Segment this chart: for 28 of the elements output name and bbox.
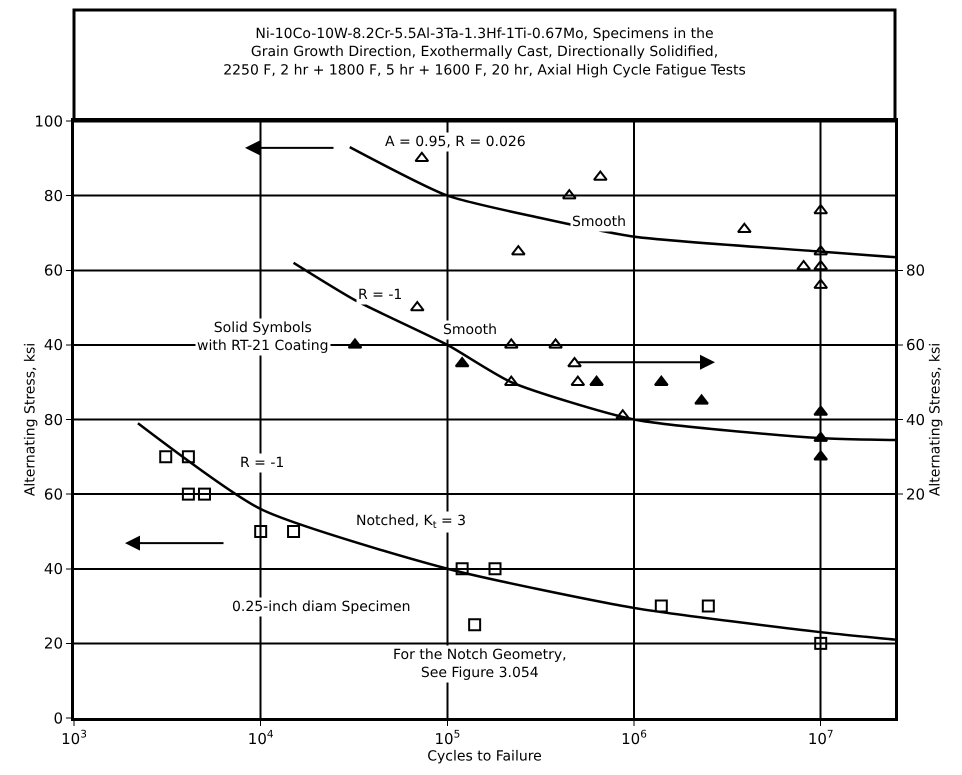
annotation: Smooth <box>443 322 498 338</box>
annotation: 0.25-inch diam Specimen <box>232 599 411 615</box>
annotation: For the Notch Geometry, See Figure 3.054 <box>393 647 567 682</box>
x-tick-label: 10$^{7}$ <box>808 728 834 748</box>
y3-tick-label: 100 <box>34 112 63 130</box>
y-tick-label: 0 <box>53 709 63 728</box>
y2-tick-label: 80 <box>906 262 926 280</box>
annotation: R = -1 <box>240 455 284 471</box>
annotation: Smooth <box>572 214 626 230</box>
y-tick-label: 60 <box>44 485 63 504</box>
y2-axis-title: Alternating Stress, ksi <box>927 342 944 496</box>
x-tick-label: 10$^{4}$ <box>248 728 274 748</box>
chart-title: Ni-10Co-10W-8.2Cr-5.5Al-3Ta-1.3Hf-1Ti-0.67Mo, Specimens in the Grain Growth Direction, Exothermally Cast, Directionally Solidified, 2250 F, 2 hr + 1800 F, 5 hr + 1600 F, 20 hr, Axial High Cycle Fatigue Tests <box>223 26 746 78</box>
y-tick-label: 80 <box>44 410 63 429</box>
annotation: R = -1 <box>358 287 402 303</box>
y2-tick-label: 60 <box>906 336 926 354</box>
y-tick-label: 20 <box>44 634 63 653</box>
annotation: Solid Symbols with RT-21 Coating <box>197 320 329 354</box>
x-tick-label: 10$^{5}$ <box>434 728 460 748</box>
y2-tick-label: 20 <box>906 485 926 504</box>
annotation: Notched, K$_{t}$ = 3 <box>356 513 466 531</box>
annotation: A = 0.95, R = 0.026 <box>385 134 526 150</box>
y2-tick-label: 40 <box>906 410 926 429</box>
x-tick-label: 10$^{3}$ <box>61 728 87 748</box>
y-tick-label: 40 <box>44 560 63 578</box>
y-axis-title: Alternating Stress, ksi <box>22 342 39 496</box>
x-axis-title: Cycles to Failure <box>427 748 542 764</box>
x-tick-label: 10$^{6}$ <box>621 728 648 748</box>
